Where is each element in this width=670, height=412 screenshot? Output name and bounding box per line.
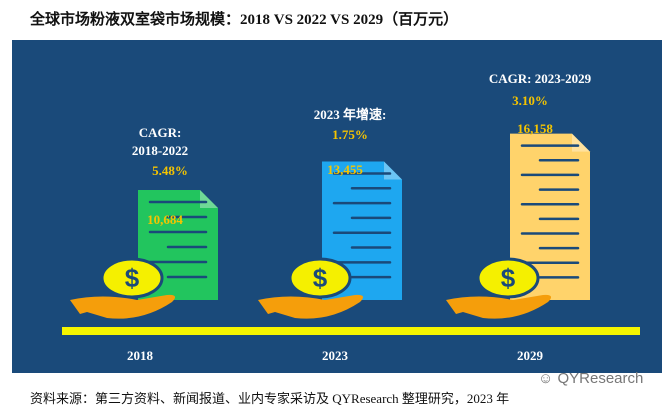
annotation-2029-value: 3.10% — [512, 93, 548, 108]
category-2023: 2023 — [322, 348, 348, 363]
source-footer: 资料来源：第三方资料、新闻报道、业内专家采访及 QYResearch 整理研究，… — [30, 391, 510, 406]
watermark: ☺ QYResearch — [538, 370, 644, 387]
value-label-2023: 13,455 — [327, 162, 363, 177]
baseline-bar — [62, 327, 640, 335]
annotation-2018-sub: 2018-2022 — [131, 143, 189, 158]
dollar-sign: $ — [125, 263, 140, 293]
dollar-sign: $ — [313, 263, 328, 293]
coin-icon — [476, 257, 540, 299]
value-label-2029: 16,158 — [517, 121, 553, 136]
document-fold — [384, 161, 402, 180]
annotation-2018-value: 5.48% — [152, 163, 188, 178]
coin-icon — [100, 257, 164, 299]
annotation-2018-label: CAGR: — [138, 125, 182, 140]
wechat-icon: ☺ — [538, 370, 558, 387]
document-fold — [572, 133, 590, 152]
dollar-sign: $ — [501, 263, 516, 293]
annotation-2023-label: 2023 年增速: — [313, 107, 387, 122]
category-2029: 2029 — [517, 348, 543, 363]
document-fold — [200, 190, 218, 209]
coin-icon — [288, 257, 352, 299]
hand-icon — [70, 294, 176, 319]
hand-icon — [446, 294, 552, 319]
annotation-2029-label: CAGR: 2023-2029 — [488, 71, 592, 86]
chart-title: 全球市场粉液双室袋市场规模：2018 VS 2022 VS 2029（百万元） — [30, 12, 459, 28]
annotation-2023-value: 1.75% — [332, 127, 368, 142]
category-2018: 2018 — [127, 348, 153, 363]
hand-icon — [258, 294, 364, 319]
value-label-2018: 10,684 — [147, 212, 183, 227]
